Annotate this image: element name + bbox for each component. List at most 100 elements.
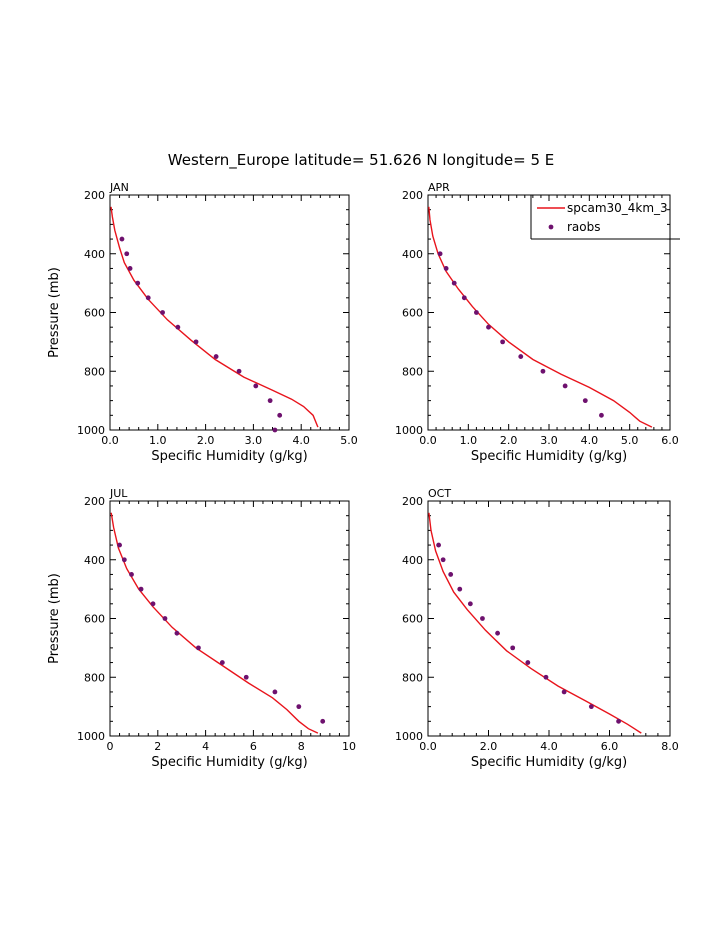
panel-apr-obs-point	[582, 398, 588, 404]
panel-apr-obs-point	[562, 383, 568, 389]
panel-jul-obs-point	[272, 689, 278, 695]
panel-oct-obs-point	[448, 572, 454, 577]
panel-apr-obs-point	[443, 266, 449, 271]
panel-jul-obs-point	[174, 630, 180, 636]
panel-apr-obs-point	[599, 412, 604, 418]
panel-apr-obs-point	[540, 368, 546, 374]
panel-oct-label: OCT	[428, 487, 451, 500]
panel-apr-y-tick-label: 800	[402, 365, 423, 378]
panel-apr-x-tick-label: 3.0	[540, 434, 558, 447]
panel-apr-y-tick-label: 1000	[395, 424, 423, 437]
panel-oct-obs-point	[436, 542, 441, 548]
panel-jan-obs-point	[193, 339, 199, 345]
panel-jan-x-tick-label: 1.0	[149, 434, 167, 447]
panel-jul-x-tick-label: 2	[154, 740, 161, 753]
panel-apr-obs-point	[518, 354, 524, 359]
panel-oct-obs-point	[440, 557, 446, 563]
panel-jan-y-tick-label: 1000	[77, 424, 105, 437]
legend-obs-swatch	[548, 224, 554, 230]
panel-apr-model-line	[428, 206, 653, 428]
panel-jan-label: JAN	[109, 181, 129, 194]
panel-oct-obs-point	[467, 601, 473, 607]
panel-apr-obs-point	[474, 310, 479, 315]
panel-jan-obs-point	[119, 236, 125, 242]
panel-jan-obs-point	[277, 412, 283, 418]
panel-jan-obs-point	[135, 280, 141, 286]
panel-oct-obs-point	[480, 616, 485, 621]
panel-oct-obs-point	[588, 704, 594, 710]
panel-jul-y-tick-label: 600	[84, 613, 105, 626]
panel-apr-label: APR	[428, 181, 450, 194]
panel-apr-x-tick-label: 6.0	[661, 434, 679, 447]
panel-oct-y-tick-label: 400	[402, 554, 423, 567]
panel-jan-x-tick-label: 4.0	[292, 434, 310, 447]
panel-jul-obs-point	[121, 557, 127, 563]
panel-oct-obs-point	[495, 630, 500, 636]
panel-jan-obs-point	[213, 354, 219, 359]
panel-jul-obs-point	[243, 674, 249, 680]
panel-apr-x-tick-label: 4.0	[581, 434, 599, 447]
panel-oct-obs-point	[510, 645, 516, 651]
panel-jul-y-tick-label: 200	[84, 495, 105, 508]
panel-oct-obs-point	[525, 660, 531, 665]
panel-jul-x-tick-label: 8	[298, 740, 305, 753]
legend-model-label: spcam30_4km_3	[567, 201, 668, 215]
panel-jul-obs-point	[129, 572, 134, 577]
panel-jul-y-axis-label: Pressure (mb)	[47, 573, 62, 664]
panel-jul-model-line	[110, 512, 319, 734]
panel-jan-x-tick-label: 5.0	[340, 434, 358, 447]
panel-jul-obs-point	[196, 645, 201, 651]
panel-jan-x-axis-label: Specific Humidity (g/kg)	[151, 449, 307, 464]
panel-jul-obs-point	[150, 601, 156, 607]
panel-jul-x-tick-label: 4	[202, 740, 209, 753]
panel-oct-y-tick-label: 800	[402, 671, 423, 684]
panel-jan-y-axis-label: Pressure (mb)	[47, 267, 62, 358]
panel-jan-x-tick-label: 0.0	[101, 434, 119, 447]
panel-oct-obs-point	[457, 586, 463, 592]
panel-jan-obs-point	[124, 251, 130, 257]
panel-jul-obs-point	[117, 542, 122, 548]
panel-jul: JUL 0 2 4 6 8 10 200 400 600 800 1000 Specific Humid…	[47, 487, 356, 770]
panel-apr-x-tick-label: 5.0	[621, 434, 639, 447]
panel-oct-y-tick-label: 600	[402, 613, 423, 626]
panel-jan-obs-point	[160, 310, 165, 315]
panel-jan-obs-point	[272, 427, 278, 433]
panel-oct-obs-point	[543, 674, 549, 680]
panel-apr-y-tick-label: 400	[402, 248, 423, 261]
panel-jan: JAN 0.0 1.0 2.0 3.0 4.0 5.0 200 400 600 800 1000 Spe…	[47, 181, 358, 464]
panel-oct-obs-point	[616, 718, 621, 724]
panel-jan-obs-point	[145, 295, 151, 301]
panel-apr-y-tick-label: 200	[402, 189, 423, 202]
panel-jul-y-tick-label: 400	[84, 554, 105, 567]
panel-jan-obs-point	[253, 383, 259, 389]
panel-oct-x-tick-label: 2.0	[480, 740, 498, 753]
panel-oct-x-tick-label: 0.0	[419, 740, 437, 753]
panel-oct-x-axis-label: Specific Humidity (g/kg)	[471, 755, 627, 770]
panel-jul-obs-point	[320, 718, 326, 724]
panel-jan-x-tick-label: 3.0	[245, 434, 263, 447]
panel-oct-y-tick-label: 200	[402, 495, 423, 508]
panel-apr-obs-point	[461, 295, 467, 301]
panel-apr: APR 0.0 1.0 2.0 3.0 4.0 5.0 6.0 200 400 600 800 1000…	[395, 181, 679, 464]
panel-apr-x-tick-label: 2.0	[500, 434, 518, 447]
panel-jul-x-tick-label: 10	[342, 740, 356, 753]
panel-apr-obs-point	[437, 251, 443, 257]
panel-oct-x-tick-label: 8.0	[661, 740, 679, 753]
legend-obs-label: raobs	[567, 220, 601, 234]
panel-jul-x-axis-label: Specific Humidity (g/kg)	[151, 755, 307, 770]
panel-jul-x-tick-label: 0	[107, 740, 114, 753]
panel-jul-obs-point	[162, 616, 168, 621]
panel-jul-y-tick-label: 1000	[77, 730, 105, 743]
panel-apr-obs-point	[486, 324, 491, 330]
panel-apr-x-tick-label: 1.0	[460, 434, 478, 447]
panel-jan-model-line	[110, 206, 319, 428]
panel-oct-y-tick-label: 1000	[395, 730, 423, 743]
panel-jan-y-tick-label: 400	[84, 248, 105, 261]
panels: JAN 0.0 1.0 2.0 3.0 4.0 5.0 200 400 600 800 1000 Spe…	[47, 181, 680, 770]
panel-jul-label: JUL	[109, 487, 128, 500]
panel-jul-obs-point	[296, 704, 302, 710]
panel-oct-x-tick-label: 4.0	[540, 740, 558, 753]
